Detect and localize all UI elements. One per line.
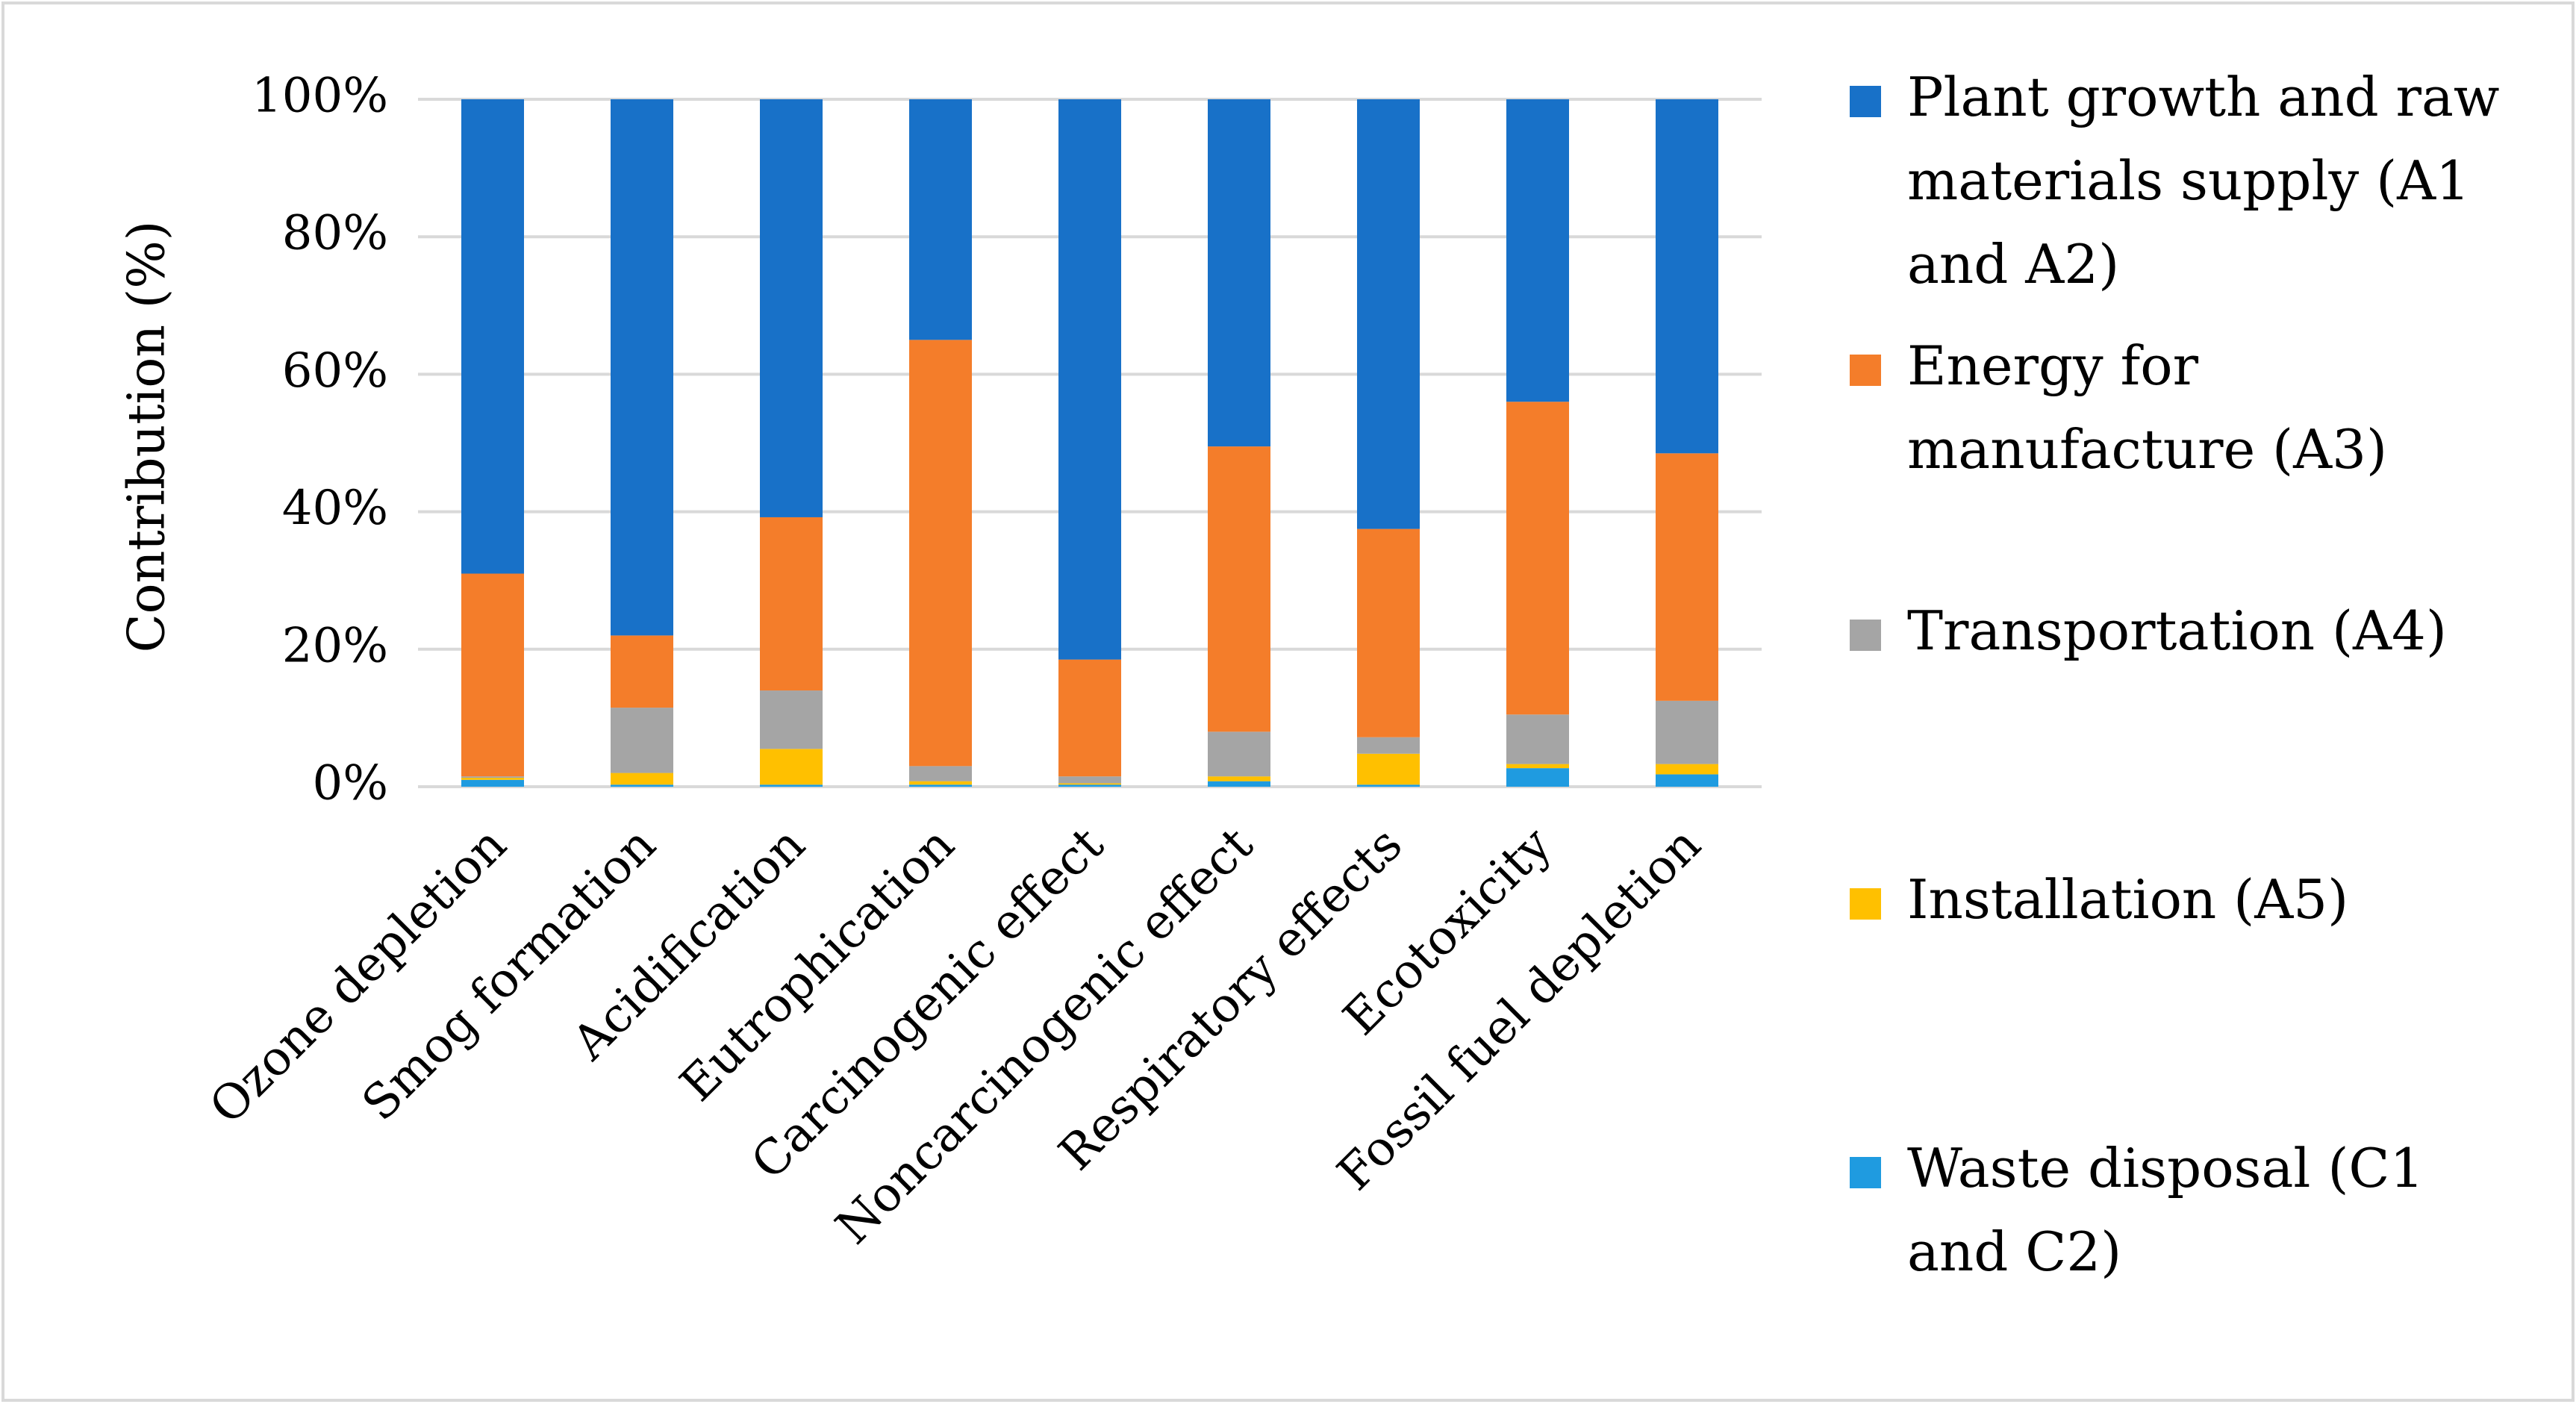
bar-segment <box>611 635 673 708</box>
y-tick-label: 60% <box>282 343 388 399</box>
bar-segment <box>760 517 823 691</box>
y-tick-labels: 0% 20% 40% 60% 80% 100% <box>252 69 388 811</box>
bar-segment <box>1506 714 1569 764</box>
bar-segment <box>1656 764 1718 775</box>
bar-segment <box>1357 737 1420 754</box>
bar-segment <box>760 749 823 785</box>
bar-segment <box>611 773 673 785</box>
bar-segment <box>611 99 673 636</box>
bar-segment <box>1656 774 1718 787</box>
legend-label: Waste disposal (C1 and C2) <box>1907 1137 2424 1283</box>
bar-segment <box>1357 528 1420 737</box>
bar-segment <box>1208 776 1270 782</box>
legend-swatch <box>1850 355 1881 386</box>
bar-segment <box>1208 781 1270 787</box>
bar-segment <box>1058 776 1121 784</box>
bar-segment <box>1506 402 1569 715</box>
bar-segment <box>760 99 823 517</box>
bar-segment <box>1506 768 1569 787</box>
legend-label: Transportation (A4) <box>1907 599 2447 662</box>
bar-segment <box>461 778 524 780</box>
bar-segment <box>461 99 524 574</box>
bar-segment <box>1357 784 1420 787</box>
legend-swatch <box>1850 620 1881 651</box>
bar-segment <box>1208 731 1270 777</box>
bar-segment <box>1058 784 1121 787</box>
y-tick-label: 80% <box>282 206 388 261</box>
bar-segment <box>909 99 972 340</box>
bar-segment <box>760 690 823 749</box>
legend: Plant growth and raw materials supply (A1… <box>1850 66 2500 1283</box>
bar-segment <box>611 784 673 787</box>
legend-label: Plant growth and raw materials supply (A1… <box>1907 66 2500 296</box>
bar-segment <box>909 340 972 767</box>
bar-segment <box>1506 99 1569 402</box>
legend-swatch <box>1850 86 1881 117</box>
legend-swatch <box>1850 1157 1881 1188</box>
bar-segment <box>909 781 972 785</box>
bar-segment <box>461 776 524 779</box>
bar-segment <box>909 784 972 787</box>
bar-segment <box>1656 99 1718 454</box>
bar-segment <box>909 766 972 782</box>
bars <box>461 99 1718 787</box>
legend-label: Energy for manufacture (A3) <box>1907 334 2387 481</box>
y-tick-label: 0% <box>312 756 388 811</box>
legend-label: Installation (A5) <box>1907 868 2348 931</box>
bar-segment <box>1058 659 1121 777</box>
bar-segment <box>1208 446 1270 732</box>
bar-segment <box>1058 783 1121 785</box>
bar-segment <box>1357 753 1420 785</box>
bar-segment <box>461 573 524 777</box>
bar-segment <box>1506 764 1569 769</box>
y-tick-label: 40% <box>282 481 388 536</box>
legend-swatch <box>1850 888 1881 920</box>
bar-segment <box>1357 99 1420 529</box>
bar-segment <box>461 779 524 787</box>
y-tick-label: 100% <box>252 69 388 124</box>
bar-segment <box>1058 99 1121 660</box>
bar-segment <box>760 784 823 787</box>
y-axis-title: Contribution (%) <box>118 221 177 653</box>
bar-segment <box>611 708 673 773</box>
y-tick-label: 20% <box>282 618 388 673</box>
bar-segment <box>1656 453 1718 701</box>
bar-segment <box>1656 700 1718 764</box>
bar-segment <box>1208 99 1270 447</box>
